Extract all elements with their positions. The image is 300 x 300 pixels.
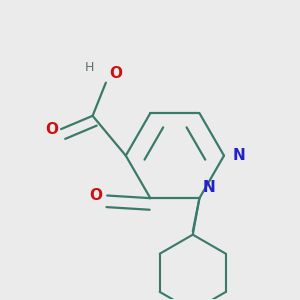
Text: O: O (89, 188, 102, 203)
Text: O: O (109, 66, 122, 81)
Text: N: N (232, 148, 245, 163)
Text: H: H (85, 61, 94, 74)
Text: N: N (203, 180, 215, 195)
Text: O: O (45, 122, 58, 136)
